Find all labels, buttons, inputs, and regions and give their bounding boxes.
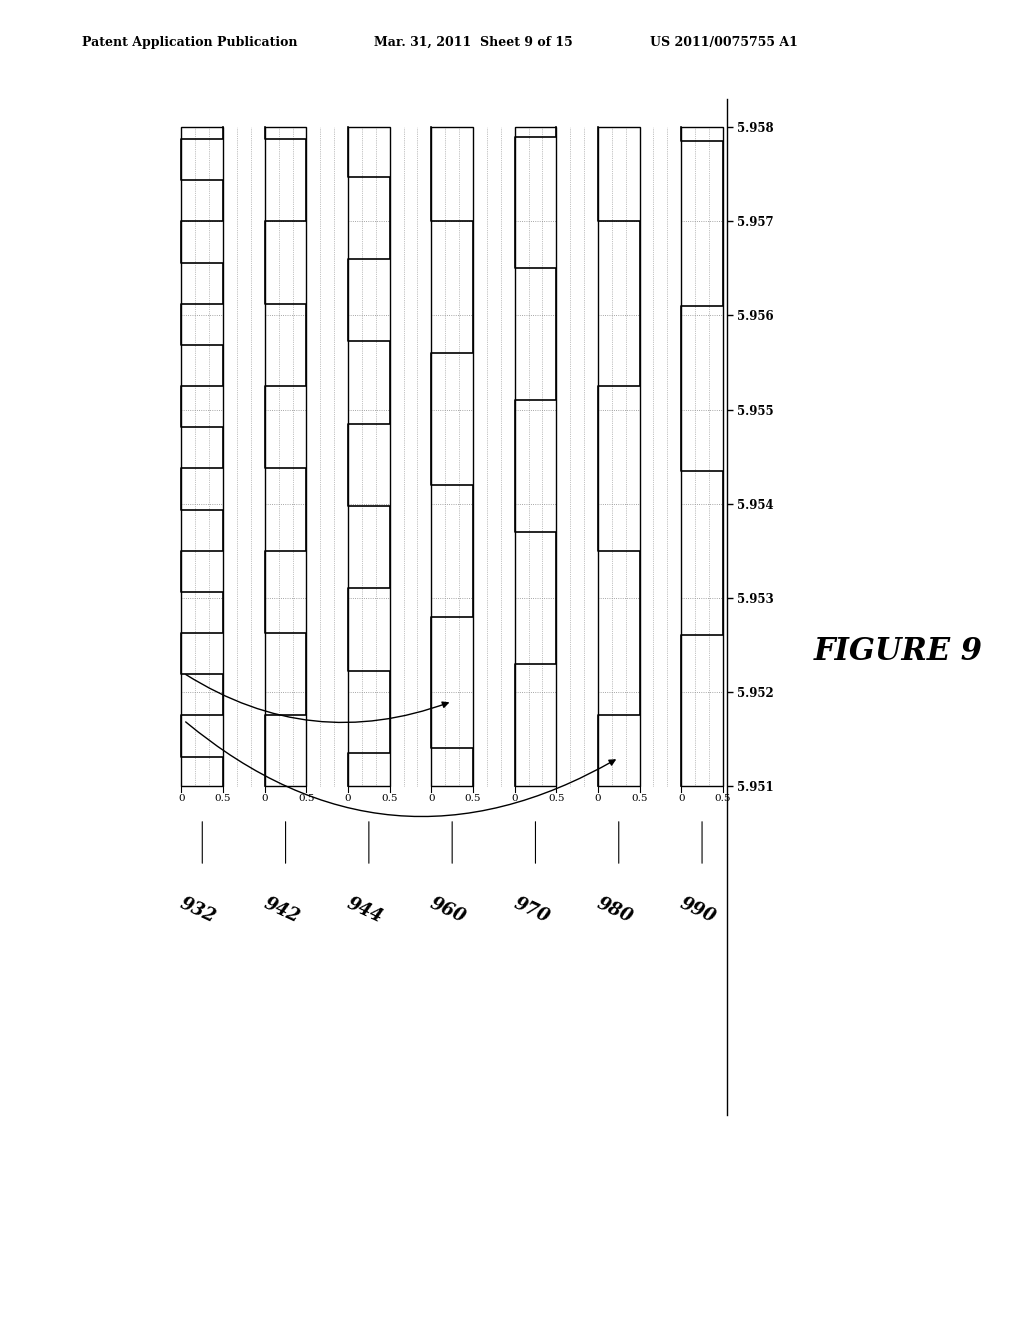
Text: Mar. 31, 2011  Sheet 9 of 15: Mar. 31, 2011 Sheet 9 of 15	[374, 36, 572, 49]
Bar	[431, 127, 473, 785]
Text: 960: 960	[427, 894, 469, 927]
Text: FIGURE 9: FIGURE 9	[814, 636, 983, 667]
Bar	[598, 127, 640, 785]
Text: 0: 0	[595, 793, 601, 803]
Bar	[681, 127, 723, 785]
Text: 0: 0	[678, 793, 684, 803]
Text: 970: 970	[511, 894, 552, 927]
Text: 0.5: 0.5	[715, 793, 731, 803]
Text: 0: 0	[345, 793, 351, 803]
Bar	[181, 127, 223, 785]
Text: 0: 0	[261, 793, 268, 803]
Text: 980: 980	[594, 894, 635, 927]
Text: US 2011/0075755 A1: US 2011/0075755 A1	[650, 36, 798, 49]
Text: 942: 942	[261, 894, 302, 927]
Text: 944: 944	[344, 894, 385, 927]
Text: 0.5: 0.5	[298, 793, 314, 803]
Text: 0.5: 0.5	[465, 793, 481, 803]
Text: Patent Application Publication: Patent Application Publication	[82, 36, 297, 49]
Text: 0: 0	[511, 793, 518, 803]
Text: 0: 0	[428, 793, 434, 803]
Bar	[515, 127, 556, 785]
Text: 0.5: 0.5	[632, 793, 648, 803]
Text: 0: 0	[178, 793, 184, 803]
Text: 0.5: 0.5	[548, 793, 564, 803]
Bar	[265, 127, 306, 785]
Bar	[348, 127, 390, 785]
Text: 932: 932	[177, 894, 219, 927]
Text: 990: 990	[677, 894, 719, 927]
Text: 0.5: 0.5	[382, 793, 398, 803]
Text: 0.5: 0.5	[215, 793, 231, 803]
